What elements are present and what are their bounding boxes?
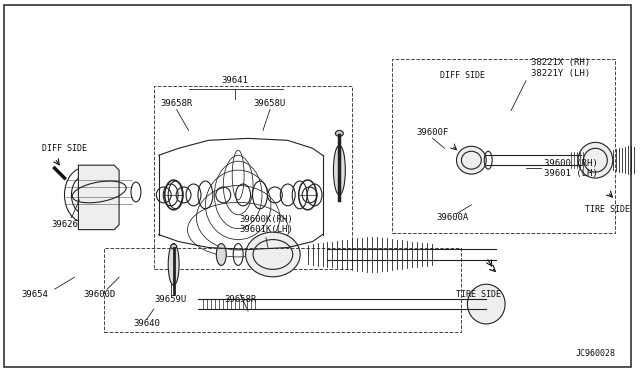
Text: 39654: 39654	[21, 290, 48, 299]
Bar	[154, 86, 352, 269]
Ellipse shape	[467, 284, 505, 324]
Ellipse shape	[216, 244, 227, 265]
Ellipse shape	[171, 244, 177, 249]
Text: 39626: 39626	[51, 220, 78, 229]
Text: 39658R: 39658R	[224, 295, 256, 304]
Text: 39640: 39640	[133, 320, 160, 328]
Bar	[392, 59, 615, 232]
Text: DIFF SIDE: DIFF SIDE	[440, 71, 484, 80]
Ellipse shape	[333, 145, 346, 195]
Ellipse shape	[168, 244, 179, 285]
Text: TIRE SIDE: TIRE SIDE	[456, 290, 502, 299]
FancyBboxPatch shape	[4, 5, 631, 367]
Text: JC960028: JC960028	[575, 349, 616, 358]
Text: 39600F: 39600F	[417, 128, 449, 137]
Ellipse shape	[335, 131, 343, 137]
Text: 39600K(RH): 39600K(RH)	[239, 215, 293, 224]
Text: 39601 (LH): 39601 (LH)	[544, 169, 598, 177]
Text: 39658R: 39658R	[161, 99, 193, 108]
Text: 39601K(LH): 39601K(LH)	[239, 225, 293, 234]
Text: 38221X (RH): 38221X (RH)	[531, 58, 590, 67]
Ellipse shape	[578, 142, 612, 178]
Text: 39600D: 39600D	[83, 290, 115, 299]
Ellipse shape	[456, 146, 486, 174]
Text: DIFF SIDE: DIFF SIDE	[42, 144, 86, 153]
Text: 38221Y (LH): 38221Y (LH)	[531, 69, 590, 78]
Text: 39600A: 39600A	[436, 213, 469, 222]
Polygon shape	[78, 165, 119, 230]
Text: 39659U: 39659U	[154, 295, 187, 304]
Ellipse shape	[246, 232, 300, 277]
Text: 39600 (RH): 39600 (RH)	[544, 159, 598, 168]
Text: TIRE SIDE: TIRE SIDE	[586, 205, 630, 214]
Text: 39658U: 39658U	[254, 99, 286, 108]
Bar	[104, 247, 461, 332]
Text: 39641: 39641	[221, 76, 248, 85]
